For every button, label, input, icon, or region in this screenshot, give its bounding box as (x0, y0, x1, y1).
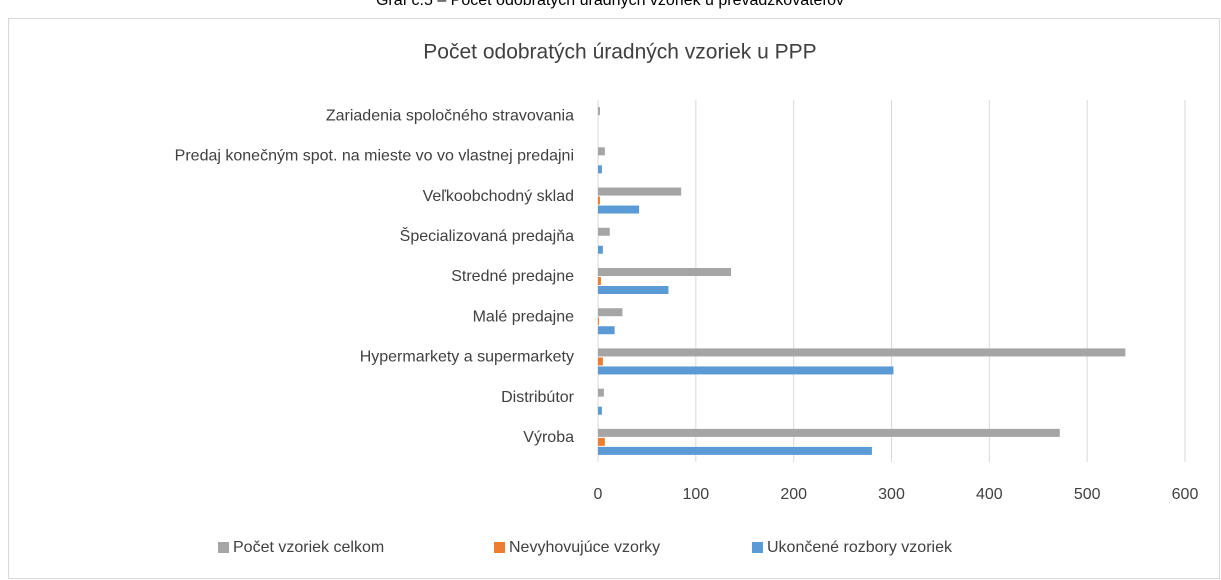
bar (598, 107, 600, 116)
bar (598, 446, 872, 455)
legend-swatch (218, 542, 229, 553)
bar (598, 277, 601, 285)
bar (598, 357, 603, 366)
y-tick-label: Malé predajne (473, 308, 575, 325)
legend-swatch (752, 542, 763, 553)
bar (598, 165, 602, 174)
y-tick-label: Veľkoobchodný sklad (423, 188, 574, 205)
chart-frame (8, 18, 1220, 579)
x-tick-label: 200 (780, 486, 807, 503)
x-tick-label: 400 (976, 486, 1003, 503)
x-tick-label: 500 (1074, 486, 1101, 503)
bar (598, 348, 1126, 357)
y-tick-label: Predaj konečným spot. na mieste vo vo vl… (175, 148, 574, 165)
bar (598, 147, 605, 156)
y-tick-label: Výroba (523, 429, 574, 446)
y-tick-label: Hypermarkety a supermarkety (360, 349, 574, 366)
bar (598, 366, 894, 375)
y-tick-label: Distribútor (501, 389, 575, 406)
bar (598, 196, 600, 205)
y-tick-label: Stredné predajne (451, 268, 574, 285)
bar (598, 268, 732, 276)
legend-label: Nevyhovujúce vzorky (509, 539, 660, 556)
bar (598, 326, 615, 335)
bar (598, 388, 604, 397)
x-tick-label: 0 (594, 486, 603, 503)
legend-label: Ukončené rozbory vzoriek (767, 539, 953, 556)
chart-title: Počet odobratých úradných vzoriek u PPP (423, 41, 816, 64)
y-tick-label: Zariadenia spoločného stravovania (326, 107, 574, 124)
legend-label: Počet vzoriek celkom (233, 539, 384, 556)
bar (598, 245, 603, 254)
bar (598, 437, 605, 446)
bar (598, 205, 640, 214)
x-tick-label: 100 (682, 486, 709, 503)
bar (598, 406, 602, 415)
bar (598, 286, 669, 294)
bar (598, 227, 610, 236)
y-tick-label: Špecializovaná predajňa (400, 226, 574, 245)
caption: Graf č.5 – Počet odobratých úradných vzo… (376, 0, 844, 9)
x-tick-label: 300 (878, 486, 905, 503)
bar (598, 187, 682, 196)
x-tick-label: 600 (1172, 486, 1199, 503)
bar (598, 428, 1060, 437)
bar (598, 317, 599, 326)
legend-swatch (494, 542, 505, 553)
bar (598, 308, 623, 317)
